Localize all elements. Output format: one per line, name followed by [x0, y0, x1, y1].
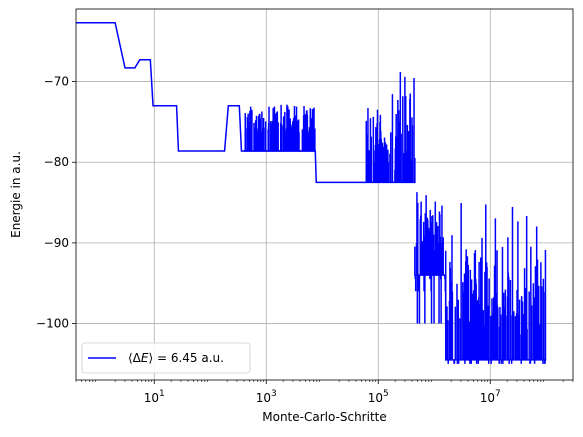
legend-box	[81, 342, 251, 374]
y-tick-label: −100	[36, 317, 69, 331]
series-layer	[76, 21, 547, 364]
x-axis-label: Monte-Carlo-Schritte	[262, 410, 387, 424]
x-axis-ticks: 101 103 105 107	[75, 380, 574, 405]
y-axis-ticks: −70 −80 −90 −100	[36, 75, 76, 331]
x-tick-label: 107	[480, 389, 501, 405]
plot-frame	[75, 8, 574, 381]
series-line	[414, 192, 447, 324]
y-tick-label: −90	[44, 236, 69, 250]
series-line	[444, 203, 547, 364]
legend-label: ⟨ΔE⟩ = 6.45 a.u.	[128, 351, 224, 365]
x-tick-label: 103	[256, 389, 277, 405]
y-tick-label: −70	[44, 75, 69, 89]
y-tick-label: −80	[44, 155, 69, 169]
series-line	[76, 21, 366, 184]
x-tick-label: 101	[144, 389, 165, 405]
legend: ⟨ΔE⟩ = 6.45 a.u.	[81, 342, 251, 374]
y-axis-label: Energie in a.u.	[9, 151, 23, 238]
grid-lines	[76, 9, 573, 380]
series-line	[244, 104, 316, 152]
x-tick-label: 105	[368, 389, 389, 405]
series-line	[365, 71, 416, 184]
